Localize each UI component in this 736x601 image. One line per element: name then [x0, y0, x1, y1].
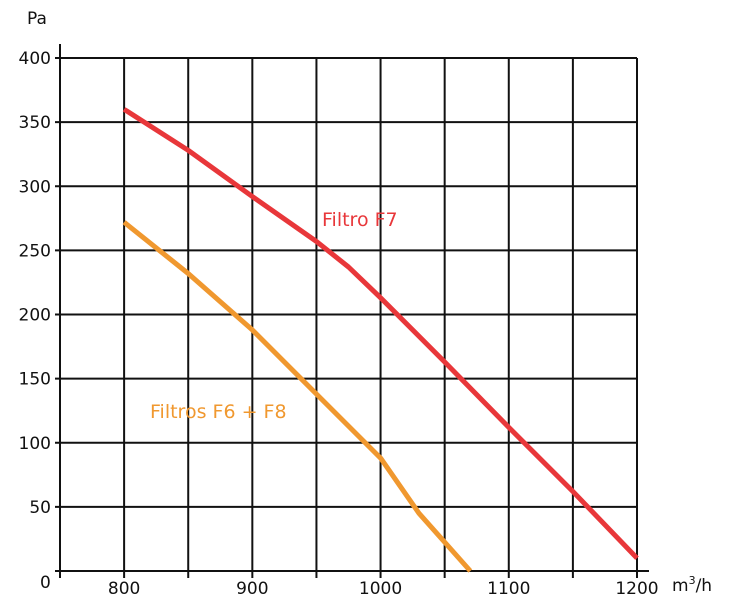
y-tick-label: 50	[29, 498, 51, 518]
y-tick-label: 350	[19, 113, 51, 133]
x-axis-label-sup: 3	[689, 574, 696, 587]
grid	[55, 44, 649, 578]
x-tick-label: 900	[236, 579, 268, 599]
y-tick-label: 400	[19, 49, 51, 69]
y-tick-label: 150	[19, 370, 51, 390]
series-line-filtro-f7	[122, 107, 639, 560]
series-label-filtro-f7: Filtro F7	[322, 209, 398, 231]
x-axis-label-tail: /h	[696, 576, 713, 596]
series-label-filtros-f6-f8: Filtros F6 + F8	[150, 401, 287, 423]
y-tick-label: 300	[19, 177, 51, 197]
tick-labels: 50 100 150 200 250 300 350 400 800 900 1000 1100 120…	[19, 49, 659, 599]
x-tick-label: 800	[108, 579, 140, 599]
x-axis-label-base: m	[672, 576, 689, 596]
y-tick-label: 200	[19, 306, 51, 326]
x-tick-label: 1000	[359, 579, 402, 599]
series-line-filtros-f6-f8	[122, 220, 473, 573]
x-tick-label: 1100	[487, 579, 530, 599]
y-tick-label: 250	[19, 241, 51, 261]
origin-label: 0	[40, 573, 51, 593]
y-axis-label: Pa	[27, 9, 47, 29]
x-tick-label: 1200	[615, 579, 658, 599]
series-lines	[122, 107, 639, 573]
x-axis-label: m3/h	[672, 574, 712, 596]
y-tick-label: 100	[19, 434, 51, 454]
